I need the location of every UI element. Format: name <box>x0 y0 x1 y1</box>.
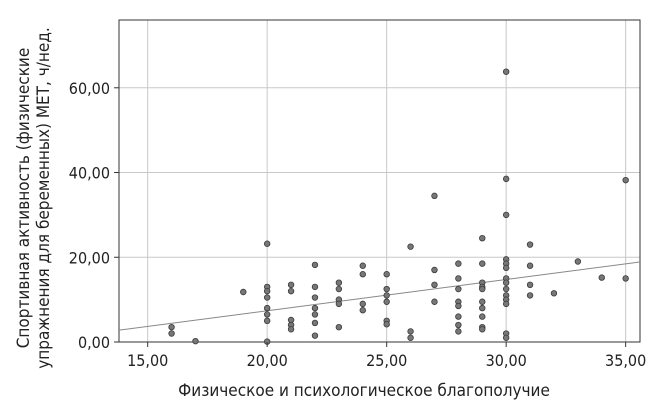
data-point <box>335 285 343 293</box>
data-point <box>431 192 438 200</box>
data-point <box>263 294 271 301</box>
data-point <box>526 241 534 248</box>
data-point <box>287 326 295 333</box>
data-point <box>359 307 366 314</box>
trendline <box>118 261 641 331</box>
data-points <box>168 68 629 345</box>
data-point <box>335 323 343 331</box>
data-point <box>502 264 510 272</box>
data-point <box>263 304 271 312</box>
data-point <box>479 304 486 312</box>
data-point <box>479 260 486 267</box>
data-point <box>479 285 486 293</box>
data-point <box>263 311 271 318</box>
data-point <box>479 313 486 320</box>
x-tick-label: 35,00 <box>605 351 646 370</box>
data-point <box>263 317 271 325</box>
data-point <box>240 288 247 296</box>
data-point <box>359 262 366 269</box>
data-point <box>598 274 605 281</box>
y-axis-title: Спортивная активность (физические упражн… <box>14 27 54 369</box>
x-tick-label: 25,00 <box>366 351 407 370</box>
data-point <box>526 262 534 269</box>
data-point <box>335 279 343 286</box>
data-point <box>479 298 486 305</box>
data-point <box>383 285 390 293</box>
data-point <box>287 287 295 295</box>
data-point <box>383 321 390 328</box>
data-point <box>455 260 462 267</box>
data-point <box>550 290 558 297</box>
data-point <box>479 326 486 333</box>
data-point <box>574 258 582 265</box>
data-point <box>311 332 319 339</box>
data-point <box>431 281 438 289</box>
data-point <box>502 334 510 341</box>
data-point <box>192 337 199 345</box>
x-axis-ticks: 15,00 20,00 25,00 30,00 35,00 <box>127 342 646 370</box>
x-axis-title: Физическое и психологическое благополучи… <box>178 381 550 401</box>
data-point <box>287 281 295 289</box>
data-point <box>502 279 510 286</box>
data-point <box>383 271 390 278</box>
y-tick-label: 0,00 <box>78 333 110 352</box>
data-point <box>263 287 271 295</box>
data-point <box>311 294 319 301</box>
data-point <box>168 323 175 331</box>
data-point <box>455 275 462 282</box>
data-point <box>311 304 319 312</box>
data-point <box>383 292 390 299</box>
data-point <box>359 300 366 308</box>
y-axis-title-line-1: Спортивная активность (физические <box>14 48 34 349</box>
data-point <box>263 240 271 247</box>
data-point <box>311 319 319 327</box>
y-axis-ticks: 0,00 20,00 40,00 60,00 <box>69 79 119 352</box>
data-point <box>431 298 438 305</box>
data-point <box>311 261 319 269</box>
data-point <box>311 311 319 318</box>
data-point <box>455 285 462 293</box>
data-point <box>502 211 510 219</box>
x-tick-label: 20,00 <box>247 351 288 370</box>
data-point <box>407 334 414 341</box>
data-point <box>407 328 414 335</box>
data-point <box>502 300 510 308</box>
data-point <box>622 176 629 184</box>
y-axis-title-line-2: упражнения для беременных) МЕТ, ч/нед. <box>34 27 54 369</box>
x-tick-label: 30,00 <box>486 351 527 370</box>
data-point <box>383 298 390 305</box>
data-point <box>622 275 629 282</box>
data-point <box>407 243 414 250</box>
plot-frame <box>118 19 641 343</box>
data-point <box>526 292 534 299</box>
y-tick-label: 40,00 <box>69 164 110 183</box>
y-tick-label: 60,00 <box>69 79 110 98</box>
data-point <box>479 234 486 242</box>
grid-lines <box>119 20 640 343</box>
data-point <box>455 302 462 310</box>
data-point <box>311 283 319 291</box>
data-point <box>502 285 510 293</box>
y-tick-label: 20,00 <box>69 248 110 267</box>
data-point <box>455 321 462 329</box>
data-point <box>168 330 175 337</box>
data-point <box>431 266 438 274</box>
data-point <box>502 68 510 75</box>
x-tick-label: 15,00 <box>127 351 168 370</box>
data-point <box>526 281 534 289</box>
data-point <box>359 271 366 278</box>
data-point <box>335 300 343 308</box>
data-point <box>455 313 462 320</box>
data-point <box>502 175 510 183</box>
data-point <box>455 328 462 335</box>
